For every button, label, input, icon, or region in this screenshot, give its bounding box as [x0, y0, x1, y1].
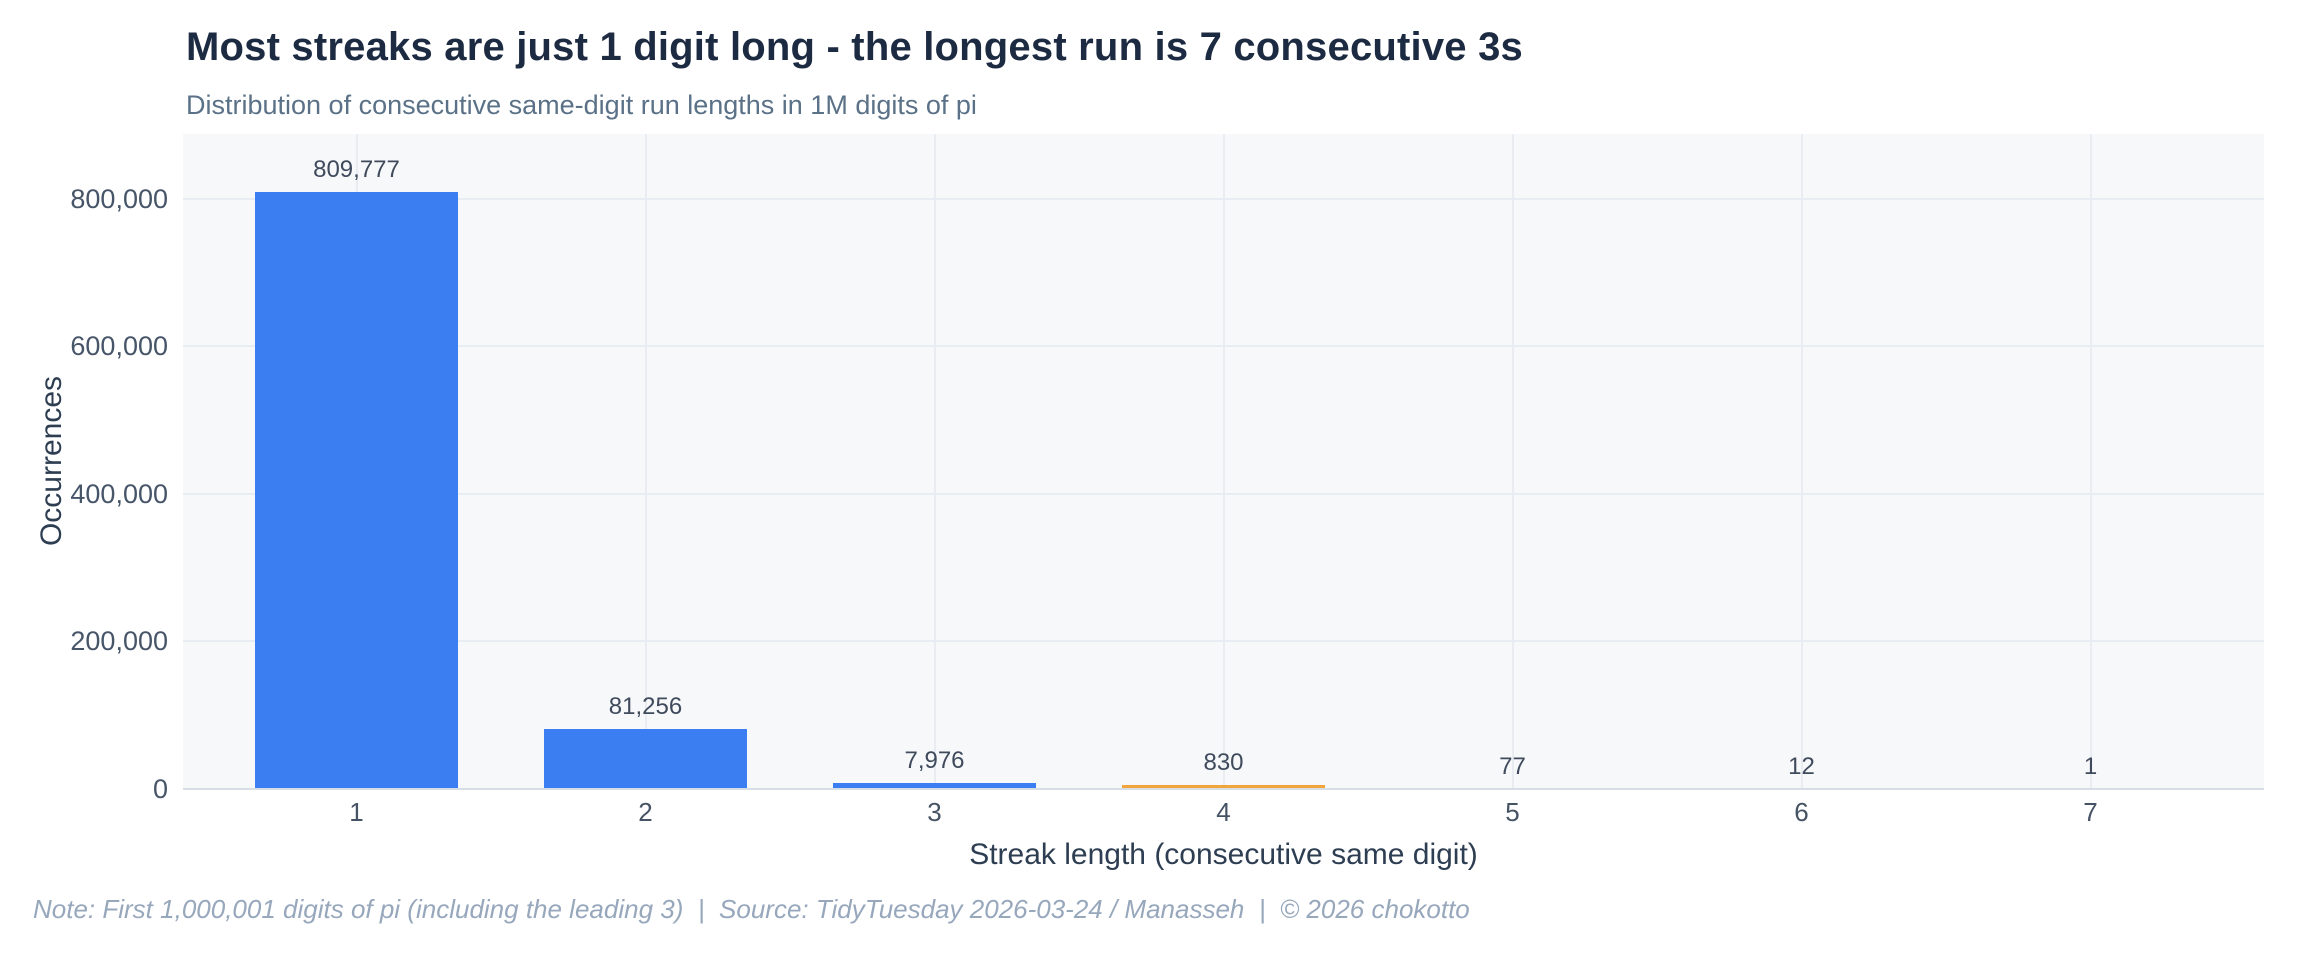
bar-value-label: 12 — [1788, 753, 1815, 780]
y-tick-label: 600,000 — [70, 331, 168, 362]
bar-value-label: 1 — [2083, 753, 2098, 780]
gridline-y-800000 — [183, 197, 2264, 200]
gridline-y-200000 — [183, 640, 2264, 643]
gridline-x-2 — [644, 134, 647, 789]
gridline-y-600000 — [183, 345, 2264, 348]
x-axis-line — [183, 788, 2264, 790]
gridline-x-7 — [2089, 134, 2092, 789]
gridline-x-3 — [933, 134, 936, 789]
bar-streak-2 — [544, 729, 747, 789]
gridline-x-6 — [1800, 134, 1803, 789]
bar-streak-3 — [833, 783, 1036, 789]
bar-value-label: 830 — [1203, 749, 1244, 776]
y-tick-label: 800,000 — [70, 183, 168, 214]
gridline-x-5 — [1511, 134, 1514, 789]
x-tick-label: 4 — [1216, 797, 1231, 827]
y-axis-title: Occurrences — [35, 375, 68, 547]
chart-subtitle: Distribution of consecutive same-digit r… — [186, 90, 977, 120]
bar-value-label: 77 — [1499, 753, 1526, 780]
x-tick-label: 2 — [638, 797, 653, 827]
y-tick-label: 400,000 — [70, 478, 168, 509]
gridline-x-4 — [1222, 134, 1225, 789]
y-tick-label: 0 — [152, 774, 168, 804]
gridline-y-400000 — [183, 492, 2264, 495]
bar-value-label: 81,256 — [608, 693, 683, 721]
plot-area — [183, 134, 2264, 790]
chart-footer-caption: Note: First 1,000,001 digits of pi (incl… — [33, 894, 1470, 924]
x-tick-label: 5 — [1505, 797, 1520, 827]
bar-value-label: 809,777 — [313, 155, 400, 183]
x-axis-title: Streak length (consecutive same digit) — [969, 838, 1478, 871]
y-tick-label: 200,000 — [70, 626, 168, 657]
x-tick-label: 6 — [1794, 797, 1809, 827]
bar-streak-4 — [1122, 785, 1325, 789]
bar-value-label: 7,976 — [904, 747, 965, 775]
x-tick-label: 3 — [927, 797, 942, 827]
x-tick-label: 7 — [2083, 797, 2098, 827]
chart-title: Most streaks are just 1 digit long - the… — [186, 25, 1523, 69]
x-tick-label: 1 — [349, 797, 364, 827]
bar-streak-1 — [255, 191, 458, 789]
